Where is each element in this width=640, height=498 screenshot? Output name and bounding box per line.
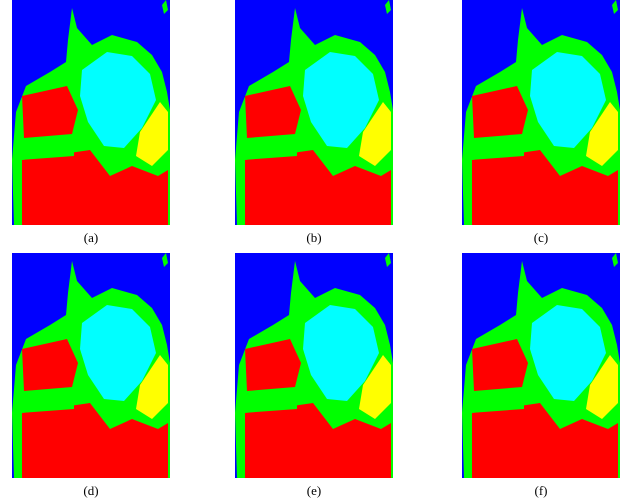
classification-map bbox=[235, 253, 393, 478]
panel-label: (b) bbox=[306, 230, 322, 245]
classification-map bbox=[12, 253, 170, 478]
panel: (d) bbox=[12, 253, 170, 498]
panel-label: (f) bbox=[534, 483, 548, 498]
panel: (c) bbox=[462, 0, 620, 246]
panel: (e) bbox=[235, 253, 393, 498]
panel: (b) bbox=[235, 0, 393, 246]
classification-map bbox=[235, 0, 393, 225]
classification-map bbox=[462, 253, 620, 478]
panel-label: (c) bbox=[533, 230, 549, 245]
panel-label: (a) bbox=[83, 230, 99, 245]
panel-label: (d) bbox=[83, 483, 99, 498]
panel-label: (e) bbox=[306, 483, 322, 498]
panel: (f) bbox=[462, 253, 620, 498]
classification-map bbox=[12, 0, 170, 225]
panel: (a) bbox=[12, 0, 170, 246]
classification-map bbox=[462, 0, 620, 225]
